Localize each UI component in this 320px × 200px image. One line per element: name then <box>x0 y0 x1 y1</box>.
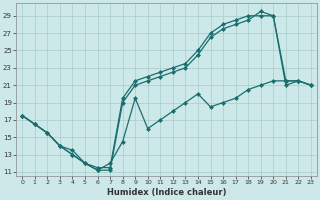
X-axis label: Humidex (Indice chaleur): Humidex (Indice chaleur) <box>107 188 226 197</box>
